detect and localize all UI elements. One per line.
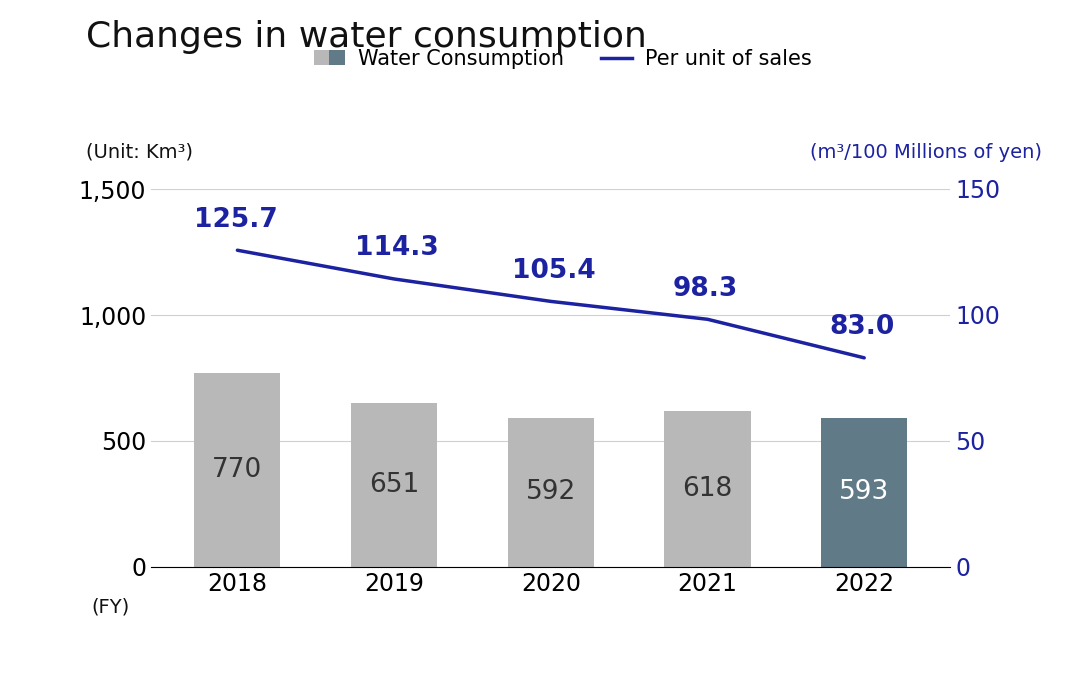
Text: (FY): (FY) [92,597,130,616]
Text: 618: 618 [683,476,732,502]
Legend: Water Consumption, Per unit of sales: Water Consumption, Per unit of sales [306,40,820,78]
Bar [194,373,281,567]
Text: 593: 593 [839,479,889,506]
Text: 651: 651 [369,472,419,498]
Text: 770: 770 [213,457,262,483]
Text: 105.4: 105.4 [512,258,595,284]
Text: 83.0: 83.0 [829,314,895,340]
Text: (m³/100 Millions of yen): (m³/100 Millions of yen) [810,143,1042,162]
Bar [821,418,907,567]
Bar [351,403,437,567]
Text: 125.7: 125.7 [193,207,278,233]
Bar [508,418,594,567]
Text: (Unit: Km³): (Unit: Km³) [86,143,193,162]
Text: 98.3: 98.3 [673,275,739,302]
Text: 114.3: 114.3 [355,236,438,261]
Text: Changes in water consumption: Changes in water consumption [86,20,647,54]
Text: 592: 592 [526,479,576,506]
Bar [664,411,751,567]
